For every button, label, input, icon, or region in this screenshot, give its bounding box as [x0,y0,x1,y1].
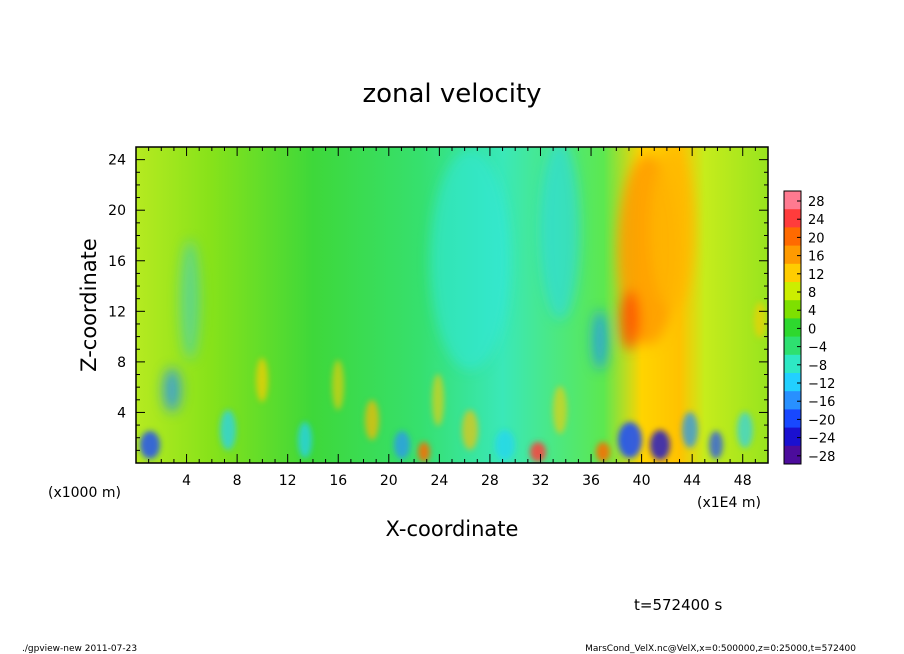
x-tick-label: 20 [380,473,398,489]
colorbar: 28 24 20 16 12 8 4 0 −4 −8 −12 −16 −20 −24 −28 [783,190,835,465]
x-tick-label: 44 [683,473,701,489]
colorbar-level-label: 24 [808,213,825,228]
colorbar-frame [783,190,802,465]
colorbar-level-label: −8 [808,359,827,374]
colorbar-swatch [784,209,801,228]
x-tick-label: 28 [481,473,499,489]
x-tick-label: 48 [734,473,752,489]
x-tick-label: 32 [532,473,550,489]
y-tick-label: 20 [108,203,126,219]
colorbar-swatch [784,191,801,210]
cool-band-mid [430,150,510,370]
colorbar-level-label: 12 [808,268,825,283]
x-tick-label: 16 [329,473,347,489]
y-unit-note: (x1000 m) [48,485,121,501]
y-tick-label: 16 [108,254,126,270]
y-axis-ticks: 4 8 12 16 20 24 [108,153,768,451]
colorbar-level-label: −4 [808,341,827,356]
colorbar-level-label: −28 [808,450,835,465]
x-axis-ticks: 4 8 12 16 20 24 28 32 36 40 44 48 [148,147,756,489]
cool-band-right [540,147,580,320]
footer-left: ./gpview-new 2011-07-23 [22,644,137,654]
colorbar-swatch [784,300,801,319]
colorbar-swatch [784,263,801,283]
x-tick-label: 24 [430,473,448,489]
x-tick-label: 36 [582,473,600,489]
x-axis-label: X-coordinate [386,517,519,541]
colorbar-swatch [784,354,801,374]
colorbar-level-label: 20 [808,231,825,246]
colorbar-level-label: 16 [808,250,825,265]
warm-spot-low [620,290,640,350]
cool-band-left [180,240,200,360]
cool-spot-left [163,368,181,412]
colorbar-swatch [784,445,801,465]
colorbar-level-label: 8 [808,286,816,301]
x-tick-label: 8 [233,473,242,489]
colorbar-swatch [784,336,801,356]
y-tick-label: 4 [117,405,126,421]
colorbar-swatch [784,227,801,247]
x-tick-label: 4 [182,473,191,489]
colorbar-level-label: −20 [808,413,835,428]
x-tick-label: 12 [279,473,297,489]
colorbar-swatch [784,391,801,410]
warm-region-edge [650,150,694,310]
cool-streak [592,310,608,370]
x-tick-label: 40 [633,473,651,489]
colorbar-swatch [784,373,801,392]
colorbar-level-label: 28 [808,195,825,210]
colorbar-swatch [784,427,801,447]
chart-title: zonal velocity [362,79,541,109]
y-axis-label: Z-coordinate [77,238,101,372]
colorbar-level-label: 4 [808,304,816,319]
footer-right: MarsCond_VelX.nc@VelX,x=0:500000,z=0:250… [585,644,856,654]
time-label: t=572400 s [634,596,722,614]
colorbar-level-label: −12 [808,377,835,392]
colorbar-swatch [784,409,801,429]
heatmap-field [136,147,768,463]
colorbar-swatch [784,245,801,265]
colorbar-swatch [784,282,801,301]
x-unit-note: (x1E4 m) [697,495,761,511]
y-tick-label: 24 [108,153,126,169]
y-tick-label: 8 [117,355,126,371]
colorbar-swatch [784,318,801,338]
y-tick-label: 12 [108,304,126,320]
colorbar-level-label: −16 [808,395,835,410]
colorbar-level-label: 0 [808,322,816,337]
colorbar-level-label: −24 [808,432,835,447]
